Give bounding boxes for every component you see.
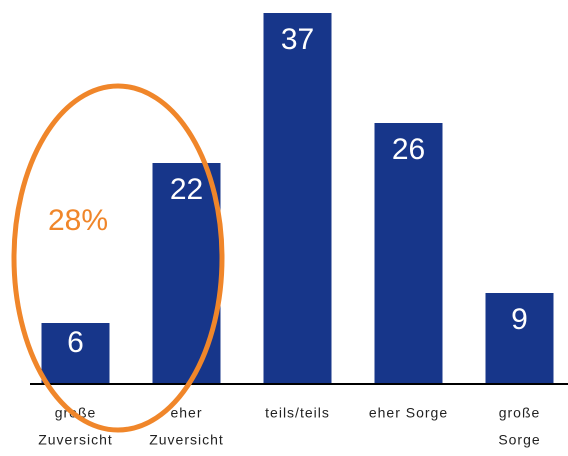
bar bbox=[41, 323, 110, 383]
value-label: 37 bbox=[281, 23, 314, 56]
highlight-ellipse bbox=[11, 83, 225, 433]
x-tick-label: Zuversicht bbox=[149, 432, 224, 448]
bar bbox=[374, 123, 443, 383]
x-tick-label: eher bbox=[170, 405, 202, 421]
annotation: 28% bbox=[48, 204, 108, 237]
value-label: 26 bbox=[392, 133, 425, 166]
bar bbox=[485, 293, 554, 383]
value-label: 22 bbox=[170, 173, 203, 206]
x-tick-label: teils/teils bbox=[265, 405, 330, 421]
x-tick-label: Sorge bbox=[498, 432, 540, 448]
value-label: 6 bbox=[67, 326, 84, 359]
x-tick-label: Zuversicht bbox=[38, 432, 113, 448]
bar bbox=[263, 13, 332, 383]
value-label: 9 bbox=[511, 303, 528, 336]
x-tick-label: große bbox=[499, 405, 541, 421]
x-tick-label: eher Sorge bbox=[369, 405, 448, 421]
